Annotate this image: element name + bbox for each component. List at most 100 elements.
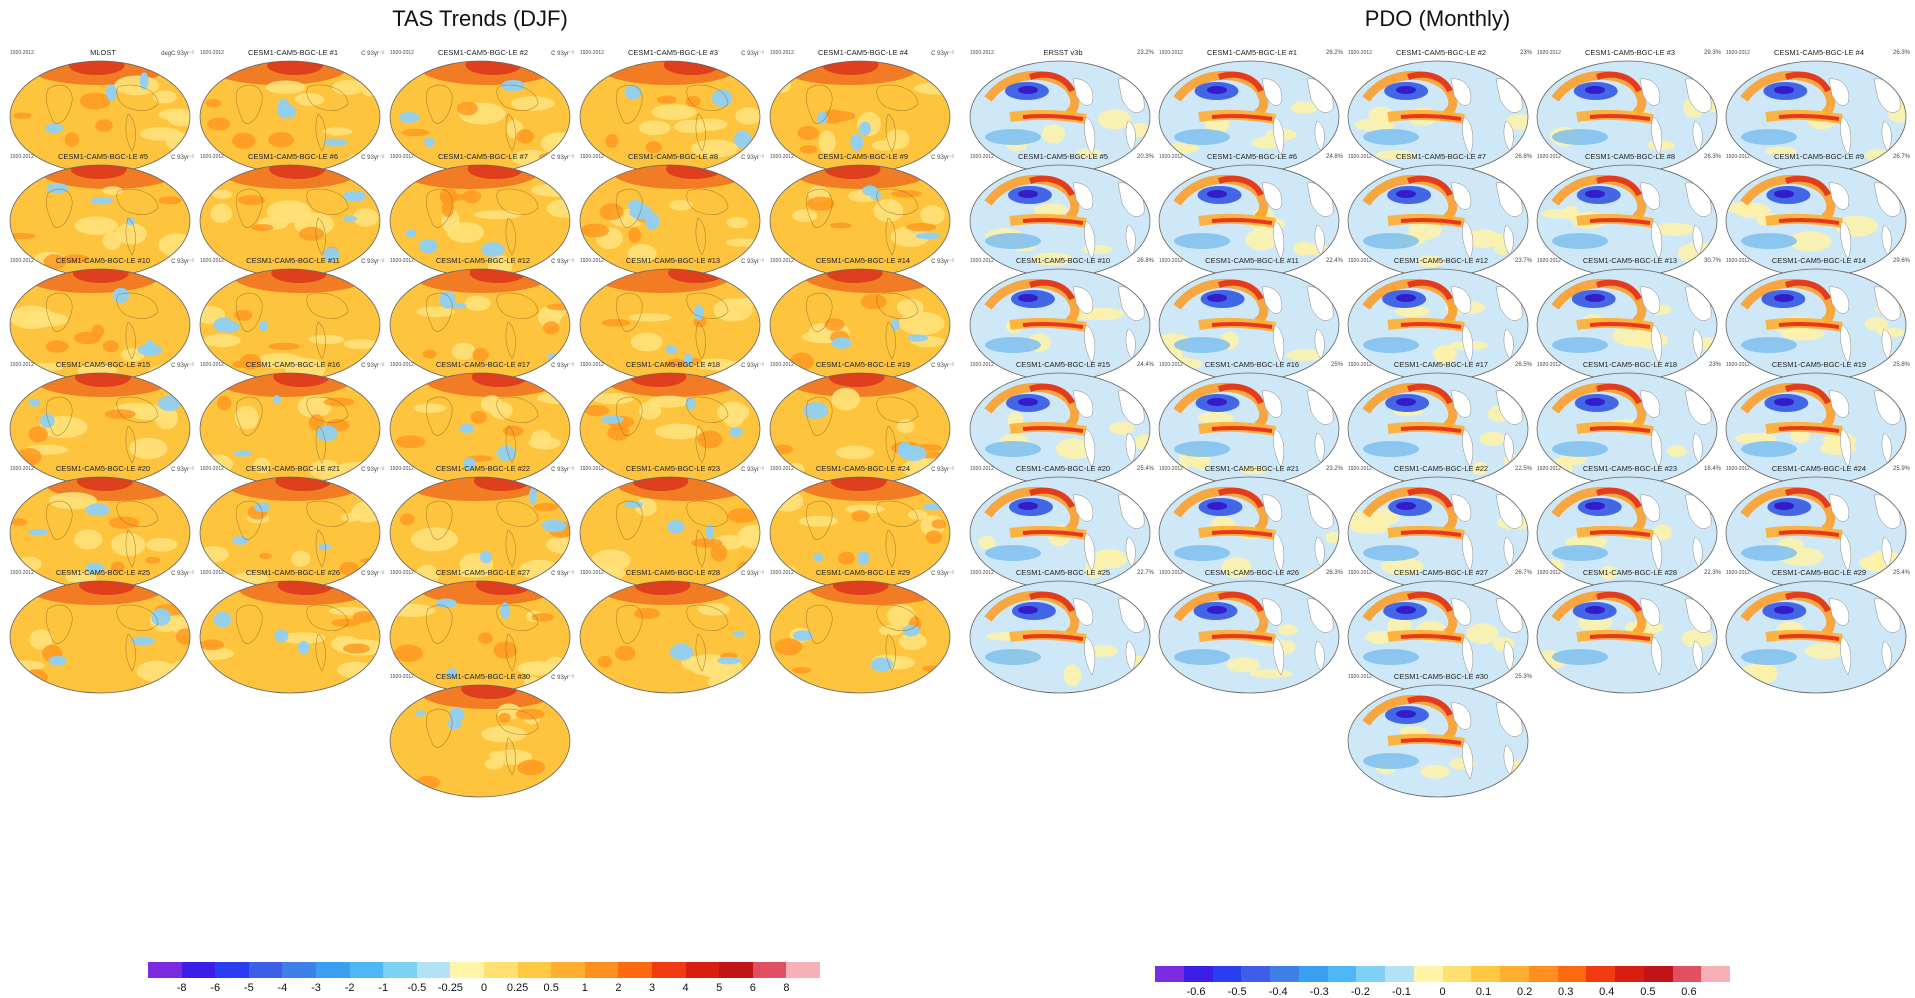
pdo-map-21: 1920-2012 CESM1-CAM5-BGC-LE #21 23.2% (1157, 464, 1347, 596)
variance-pct: 25.4% (1136, 466, 1154, 472)
unit-label: C 93yr⁻¹ (361, 363, 384, 369)
period-label: 1920-2012 (1726, 258, 1750, 264)
tas-map-28: 1920-2012 CESM1-CAM5-BGC-LE #28 C 93yr⁻¹ (578, 568, 768, 700)
pdo-map-image (1347, 684, 1529, 798)
map-name: CESM1-CAM5-BGC-LE #17 (435, 360, 531, 369)
tas-map-header: 1920-2012 CESM1-CAM5-BGC-LE #28 C 93yr⁻¹ (578, 568, 768, 580)
tas-colorbar-swatch (685, 962, 720, 978)
pdo-map-22: 1920-2012 CESM1-CAM5-BGC-LE #22 22.5% (1346, 464, 1536, 596)
tas-map-image (389, 476, 571, 590)
pdo-map-13: 1920-2012 CESM1-CAM5-BGC-LE #13 30.7% (1535, 256, 1725, 388)
pdo-map-image (969, 372, 1151, 486)
pdo-map-image (1347, 60, 1529, 174)
pdo-map-26: 1920-2012 CESM1-CAM5-BGC-LE #26 26.3% (1157, 568, 1347, 700)
map-name: CESM1-CAM5-BGC-LE #11 (246, 256, 340, 265)
period-label: 1920-2012 (10, 362, 34, 368)
pdo-map-image (1536, 580, 1718, 694)
pdo-colorbar-swatch (1270, 966, 1299, 982)
tas-colorbar (148, 962, 820, 978)
map-name: CESM1-CAM5-BGC-LE #2 (1395, 48, 1487, 57)
pdo-map-header: 1920-2012 CESM1-CAM5-BGC-LE #16 25% (1157, 360, 1347, 372)
tas-colorbar-tick: -8 (176, 982, 187, 994)
tas-map-29: 1920-2012 CESM1-CAM5-BGC-LE #29 C 93yr⁻¹ (768, 568, 958, 700)
tas-colorbar-tick: -0.5 (407, 982, 427, 994)
tas-map-23: 1920-2012 CESM1-CAM5-BGC-LE #23 C 93yr⁻¹ (578, 464, 768, 596)
tas-map-19: 1920-2012 CESM1-CAM5-BGC-LE #19 C 93yr⁻¹ (768, 360, 958, 492)
period-label: 1920-2012 (1159, 362, 1183, 368)
period-label: 1920-2012 (770, 50, 794, 56)
map-name: CESM1-CAM5-BGC-LE #9 (817, 152, 909, 161)
tas-map-15: 1920-2012 CESM1-CAM5-BGC-LE #15 C 93yr⁻¹ (8, 360, 198, 492)
unit-label: C 93yr⁻¹ (551, 259, 574, 265)
tas-map-header: 1920-2012 CESM1-CAM5-BGC-LE #24 C 93yr⁻¹ (768, 464, 958, 476)
tas-colorbar-swatch (752, 962, 787, 978)
map-name: CESM1-CAM5-BGC-LE #16 (1204, 360, 1300, 369)
variance-pct: 23.2% (1136, 50, 1154, 56)
tas-map-image (199, 372, 381, 486)
unit-label: C 93yr⁻¹ (931, 467, 954, 473)
pdo-map-17: 1920-2012 CESM1-CAM5-BGC-LE #17 26.5% (1346, 360, 1536, 492)
map-name: CESM1-CAM5-BGC-LE #10 (1015, 256, 1111, 265)
map-name: CESM1-CAM5-BGC-LE #19 (815, 360, 911, 369)
pdo-colorbar-tick: 0.6 (1681, 986, 1697, 998)
pdo-map-header: 1920-2012 CESM1-CAM5-BGC-LE #9 26.7% (1724, 152, 1914, 164)
tas-map-2: 1920-2012 CESM1-CAM5-BGC-LE #2 C 93yr⁻¹ (388, 48, 578, 180)
map-name: CESM1-CAM5-BGC-LE #14 (1771, 256, 1867, 265)
tas-map-image (9, 268, 191, 382)
unit-label: C 93yr⁻¹ (931, 363, 954, 369)
tas-colorbar-tick: 0.5 (543, 982, 559, 994)
variance-pct: 22.4% (1325, 258, 1343, 264)
tas-colorbar-swatch (483, 962, 518, 978)
pdo-colorbar-tick: 0.4 (1599, 986, 1615, 998)
period-label: 1920-2012 (390, 674, 414, 680)
unit-label: C 93yr⁻¹ (741, 571, 764, 577)
tas-map-17: 1920-2012 CESM1-CAM5-BGC-LE #17 C 93yr⁻¹ (388, 360, 578, 492)
pdo-map-15: 1920-2012 CESM1-CAM5-BGC-LE #15 24.4% (968, 360, 1158, 492)
pdo-map-header: 1920-2012 CESM1-CAM5-BGC-LE #5 20.3% (968, 152, 1158, 164)
tas-map-13: 1920-2012 CESM1-CAM5-BGC-LE #13 C 93yr⁻¹ (578, 256, 768, 388)
pdo-map-image (969, 580, 1151, 694)
pdo-colorbar-tick: 0.5 (1640, 986, 1656, 998)
pdo-map-header: 1920-2012 CESM1-CAM5-BGC-LE #14 29.6% (1724, 256, 1914, 268)
unit-label: C 93yr⁻¹ (551, 467, 574, 473)
tas-map-header: 1920-2012 CESM1-CAM5-BGC-LE #8 C 93yr⁻¹ (578, 152, 768, 164)
tas-map-image (389, 580, 571, 694)
variance-pct: 29.3% (1703, 50, 1721, 56)
tas-colorbar-swatch (248, 962, 283, 978)
tas-map-image (769, 580, 951, 694)
pdo-map-image (1725, 476, 1907, 590)
tas-map-header: 1920-2012 CESM1-CAM5-BGC-LE #21 C 93yr⁻¹ (198, 464, 388, 476)
tas-map-image (199, 580, 381, 694)
tas-map-header: 1920-2012 CESM1-CAM5-BGC-LE #15 C 93yr⁻¹ (8, 360, 198, 372)
tas-map-image (389, 372, 571, 486)
pdo-map-image (1347, 268, 1529, 382)
variance-pct: 25.3% (1514, 674, 1532, 680)
unit-label: C 93yr⁻¹ (551, 51, 574, 57)
period-label: 1920-2012 (1159, 258, 1183, 264)
map-name: CESM1-CAM5-BGC-LE #10 (55, 256, 151, 265)
pdo-map-image (1536, 60, 1718, 174)
pdo-map-image (1158, 372, 1340, 486)
period-label: 1920-2012 (200, 362, 224, 368)
tas-colorbar-tick: 0 (480, 982, 488, 994)
unit-label: degC 93yr⁻¹ (161, 51, 194, 57)
pdo-map-image (1158, 164, 1340, 278)
period-label: 1920-2012 (1348, 154, 1372, 160)
pdo-colorbar-swatch (1557, 966, 1587, 982)
period-label: 1920-2012 (200, 570, 224, 576)
pdo-colorbar-swatch (1672, 966, 1702, 982)
unit-label: C 93yr⁻¹ (361, 467, 384, 473)
pdo-colorbar-swatch (1442, 966, 1472, 982)
pdo-map-header: 1920-2012 CESM1-CAM5-BGC-LE #7 26.8% (1346, 152, 1536, 164)
pdo-map-header: 1920-2012 CESM1-CAM5-BGC-LE #22 22.5% (1346, 464, 1536, 476)
tas-map-30: 1920-2012 CESM1-CAM5-BGC-LE #30 C 93yr⁻¹ (388, 672, 578, 804)
pdo-colorbar (1155, 966, 1730, 982)
tas-map-header: 1920-2012 CESM1-CAM5-BGC-LE #26 C 93yr⁻¹ (198, 568, 388, 580)
pdo-map-11: 1920-2012 CESM1-CAM5-BGC-LE #11 22.4% (1157, 256, 1347, 388)
map-name: CESM1-CAM5-BGC-LE #14 (815, 256, 911, 265)
unit-label: C 93yr⁻¹ (171, 155, 194, 161)
variance-pct: 26.7% (1514, 570, 1532, 576)
map-name: CESM1-CAM5-BGC-LE #22 (1393, 464, 1489, 473)
unit-label: C 93yr⁻¹ (361, 571, 384, 577)
tas-map-header: 1920-2012 CESM1-CAM5-BGC-LE #1 C 93yr⁻¹ (198, 48, 388, 60)
